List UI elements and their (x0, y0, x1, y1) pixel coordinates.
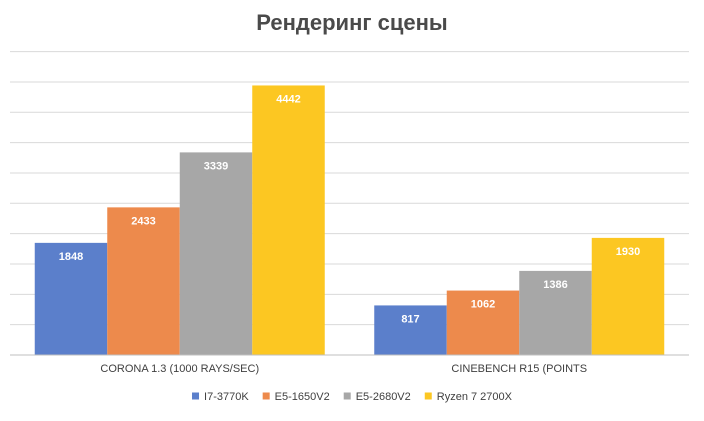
legend-item: E5-2680V2 (343, 391, 411, 403)
legend-swatch (192, 392, 200, 400)
legend-swatch (262, 392, 270, 400)
bar-i7-3770k-2 (374, 305, 447, 355)
data-label: 1386 (543, 279, 567, 291)
bar-e5-1650v2-1 (107, 207, 180, 355)
legend: I7-3770K E5-1650V2 E5-2680V2 Ryzen 7 2700X (192, 391, 513, 403)
legend-label: E5-1650V2 (275, 391, 330, 403)
data-label: 4442 (276, 93, 300, 105)
legend-label: E5-2680V2 (356, 391, 411, 403)
data-label: 3339 (204, 160, 228, 172)
bars (34, 85, 665, 355)
legend-swatch (343, 392, 351, 400)
category-labels: CORONA 1.3 (1000 RAYS/SEC) CINEBENCH R15 … (100, 363, 587, 375)
bar-ryzen-7-2700x-1 (252, 85, 325, 355)
bar-ryzen-7-2700x-2 (591, 237, 665, 355)
legend-item: I7-3770K (192, 391, 249, 403)
bar-e5-2680v2-1 (179, 152, 253, 355)
data-label: 1848 (59, 251, 83, 263)
data-label: 817 (401, 313, 419, 325)
legend-label: Ryzen 7 2700X (437, 391, 513, 403)
category-label: CINEBENCH R15 (POINTS (451, 363, 587, 375)
bar-e5-1650v2-2 (446, 290, 520, 355)
data-labels: 1848 2433 3339 4442 817 1062 1386 1930 (59, 93, 640, 325)
data-label: 2433 (131, 215, 155, 227)
data-label: 1930 (616, 246, 640, 258)
data-label: 1062 (471, 299, 495, 311)
legend-item: Ryzen 7 2700X (424, 391, 513, 403)
category-label: CORONA 1.3 (1000 RAYS/SEC) (100, 363, 259, 375)
legend-item: E5-1650V2 (262, 391, 330, 403)
chart-title: Рендеринг сцены (256, 10, 447, 35)
bar-e5-2680v2-2 (519, 270, 592, 355)
legend-label: I7-3770K (204, 391, 249, 403)
legend-swatch (424, 392, 432, 400)
bar-i7-3770k-1 (34, 242, 108, 355)
